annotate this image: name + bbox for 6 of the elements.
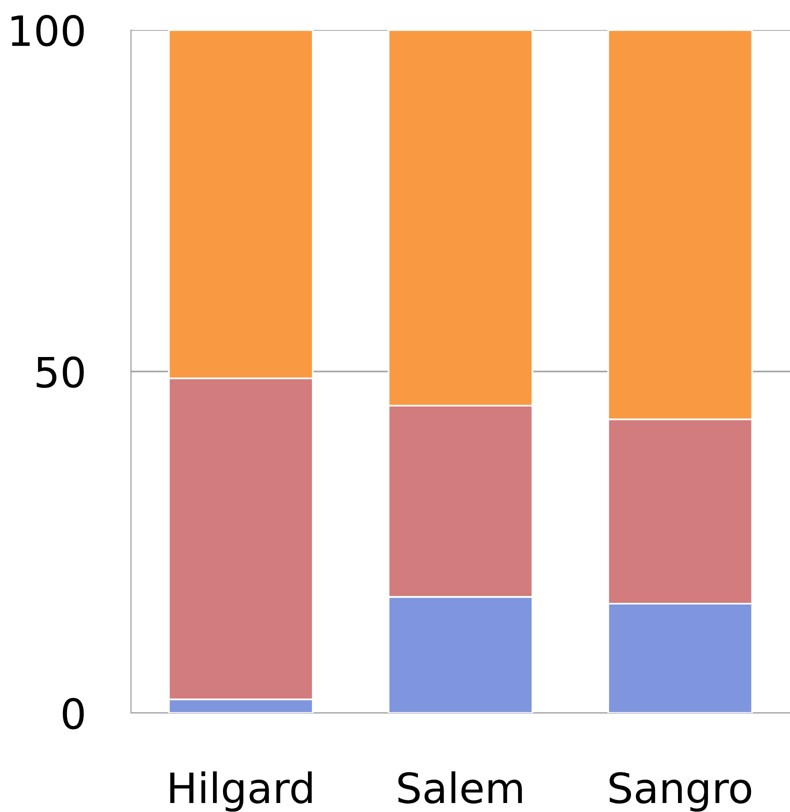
y-tick-label: 0	[62, 698, 84, 730]
x-tick-label: Hilgard	[170, 771, 312, 812]
y-tick-label: 100	[12, 14, 84, 46]
x-tick-label: Salem	[398, 771, 522, 804]
y-tick-label: 50	[36, 356, 84, 388]
x-tick-label: Sangro	[610, 772, 752, 812]
